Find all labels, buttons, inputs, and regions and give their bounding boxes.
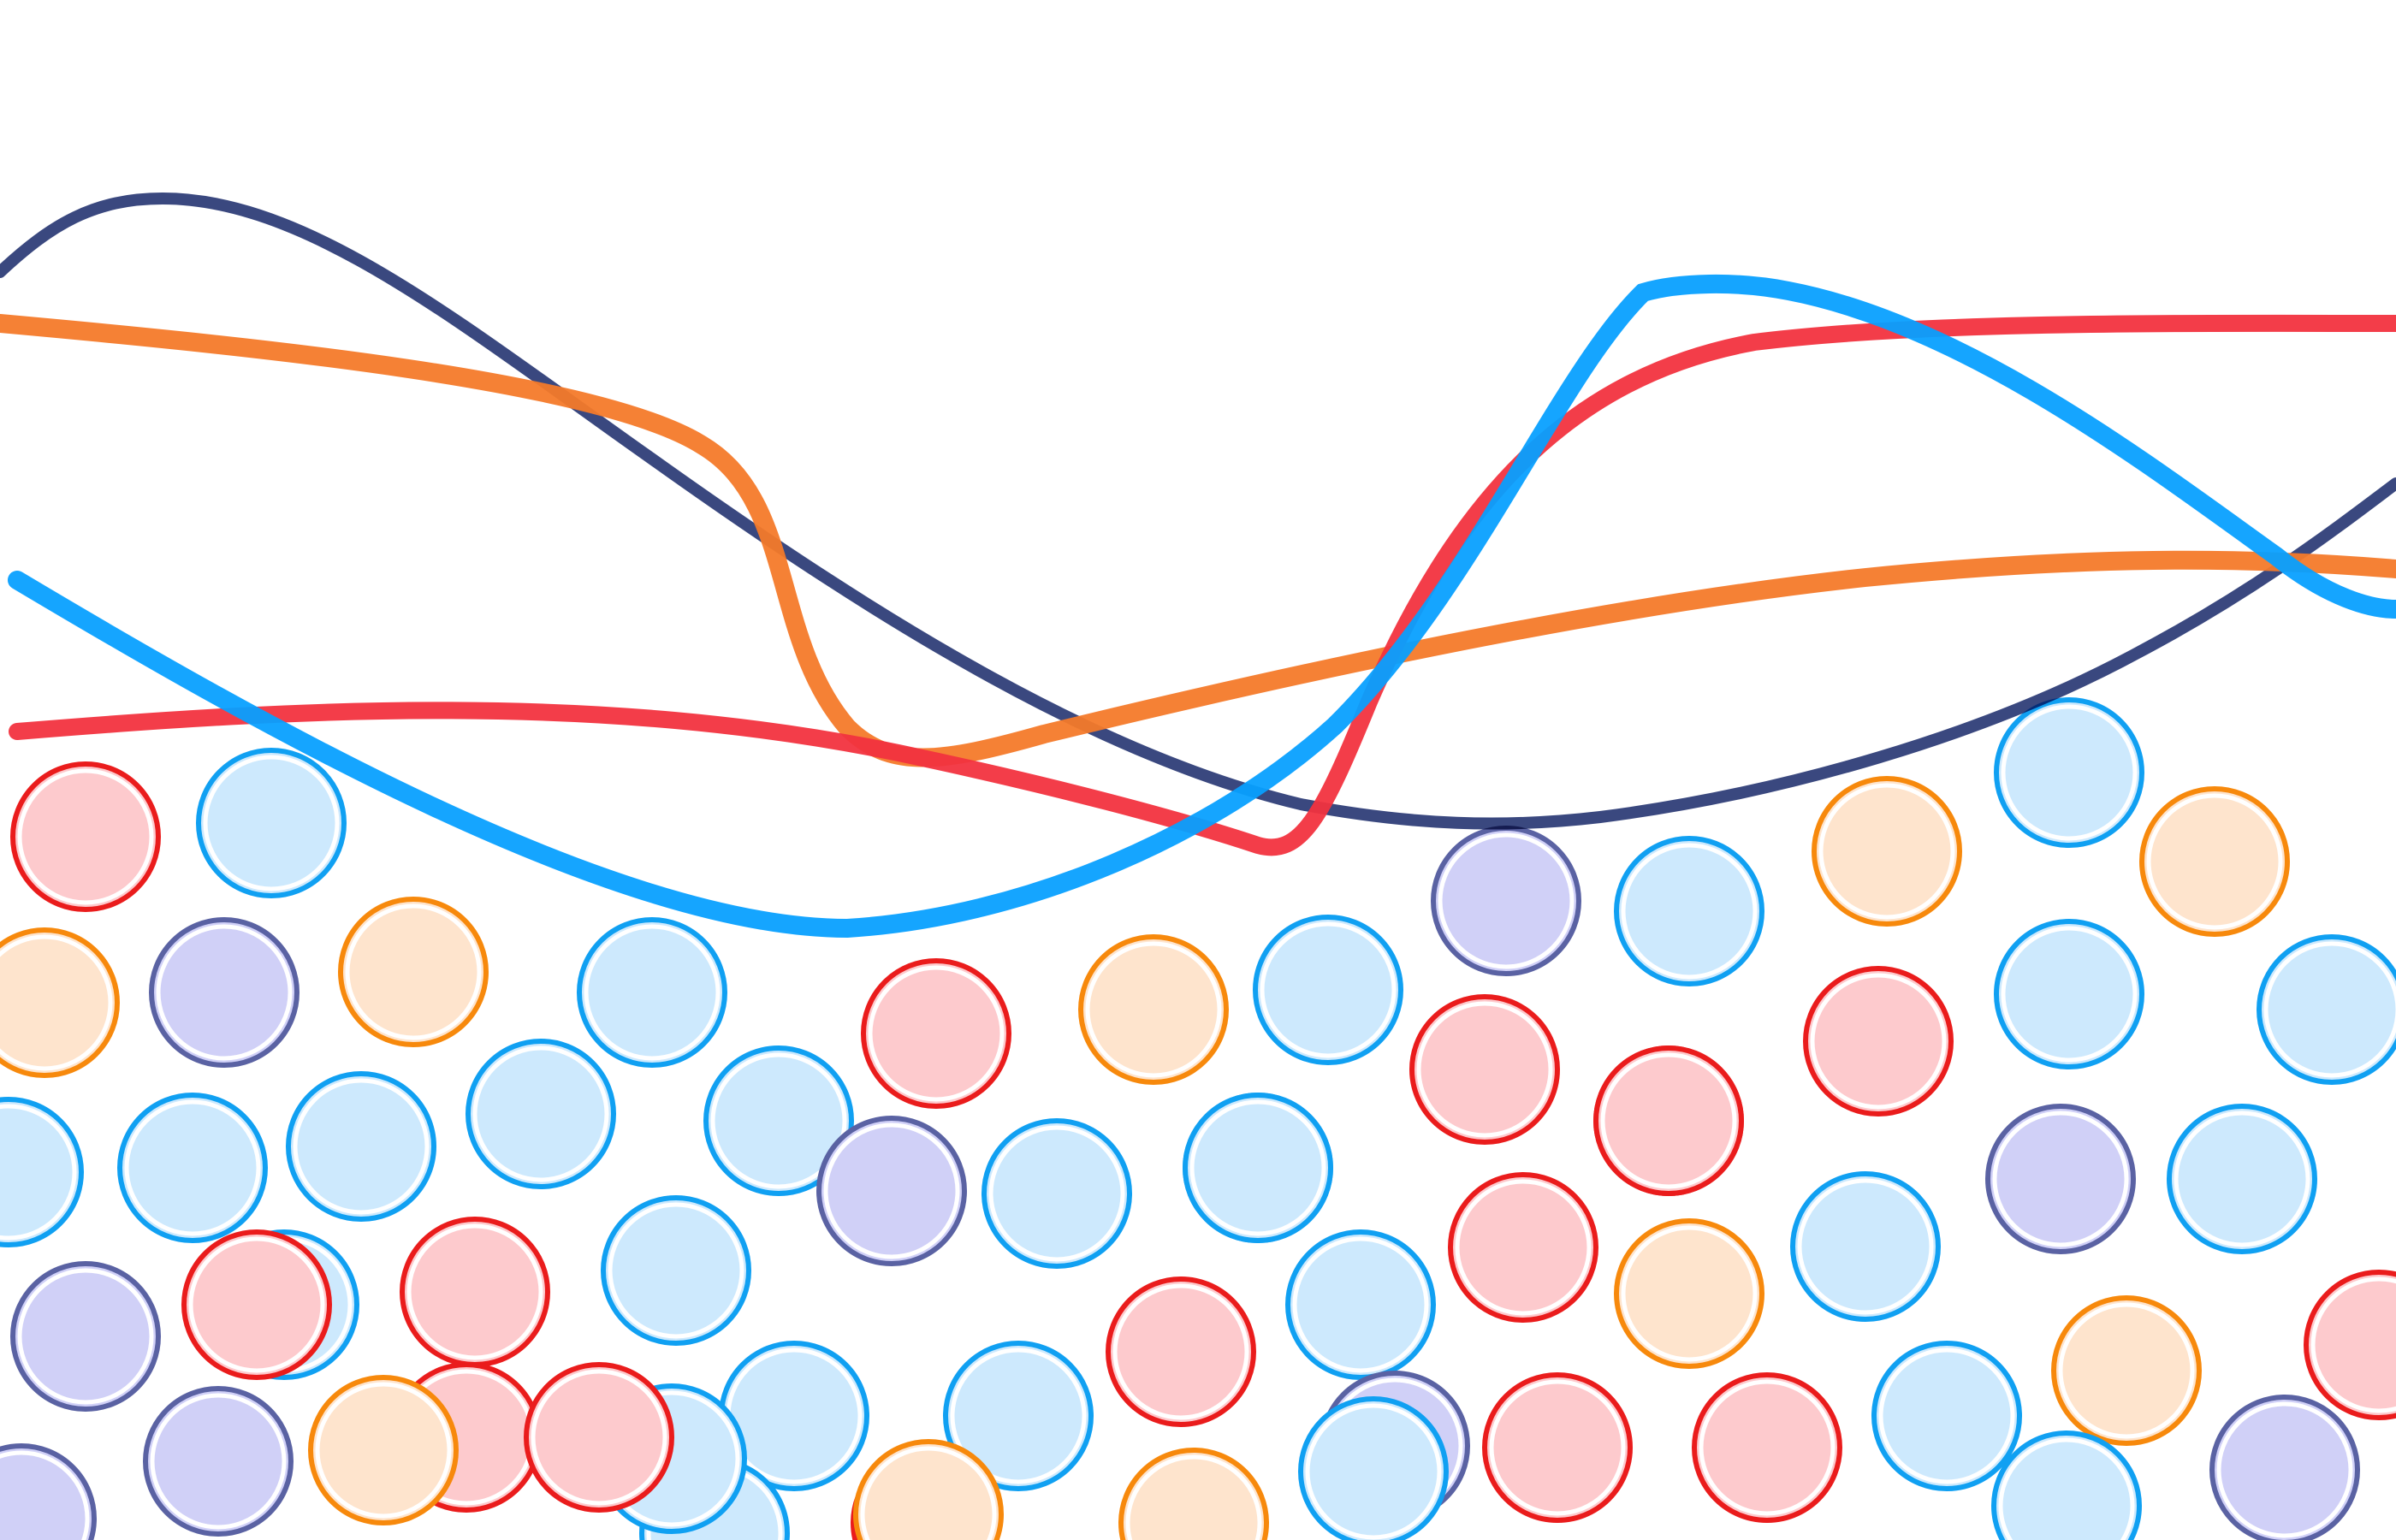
red-circle — [1448, 1172, 1598, 1323]
blue-circle — [703, 1045, 854, 1196]
blue-circle — [1991, 1430, 2142, 1540]
blue-circle — [0, 1097, 84, 1247]
blue-circle — [1994, 919, 2144, 1069]
orange-circle — [1812, 776, 1962, 927]
blue-wave — [8, 274, 2396, 939]
orange-circle — [308, 1375, 459, 1525]
blue-circle — [1871, 1341, 2022, 1491]
orange-circle — [1078, 934, 1229, 1085]
red-circle — [1803, 966, 1954, 1116]
blue-circle — [982, 1118, 1132, 1269]
blue-circle — [2167, 1104, 2317, 1254]
red-circle — [1409, 994, 1560, 1145]
red-circle — [400, 1217, 550, 1367]
purple-circle — [1985, 1104, 2136, 1254]
purple-circle — [143, 1386, 294, 1537]
orange-circle — [2051, 1295, 2202, 1446]
blue-circle — [1285, 1229, 1436, 1380]
blue-circle — [577, 917, 727, 1068]
purple-circle — [149, 917, 300, 1068]
blue-circle — [1298, 1396, 1449, 1540]
orange-circle — [0, 927, 120, 1078]
red-circle — [2304, 1270, 2396, 1420]
red-circle — [861, 958, 1011, 1109]
purple-circle — [10, 1261, 161, 1412]
red-circle — [181, 1229, 332, 1380]
blue-circle — [1253, 915, 1403, 1065]
purple-circle — [1431, 826, 1581, 976]
blue-circle — [1790, 1171, 1941, 1322]
blue-circle — [196, 748, 347, 898]
purple-circle — [0, 1443, 97, 1540]
purple-circle — [816, 1116, 967, 1266]
blue-circle — [2257, 934, 2396, 1085]
blue-circle — [117, 1093, 268, 1243]
blue-circle — [1994, 697, 2144, 848]
purple-circle — [2209, 1395, 2360, 1540]
orange-circle — [1118, 1448, 1269, 1540]
orange-circle — [1614, 1218, 1764, 1369]
circle-field — [0, 697, 2396, 1540]
orange-circle — [338, 897, 489, 1047]
red-circle — [1593, 1045, 1744, 1196]
red-circle — [524, 1362, 674, 1513]
blue-circle — [466, 1039, 616, 1189]
red-circle — [1482, 1372, 1633, 1523]
blue-circle — [601, 1195, 751, 1346]
red-circle — [10, 761, 161, 912]
orange-wave — [0, 314, 2396, 767]
red-circle — [1692, 1372, 1842, 1523]
orange-circle — [2139, 786, 2290, 937]
orange-circle — [853, 1439, 1004, 1540]
blue-circle — [1614, 836, 1764, 986]
blue-circle — [943, 1341, 1094, 1491]
blue-circle — [286, 1071, 436, 1222]
blue-circle — [1183, 1093, 1333, 1243]
curve-layer — [0, 192, 2396, 939]
red-circle — [1106, 1276, 1256, 1427]
